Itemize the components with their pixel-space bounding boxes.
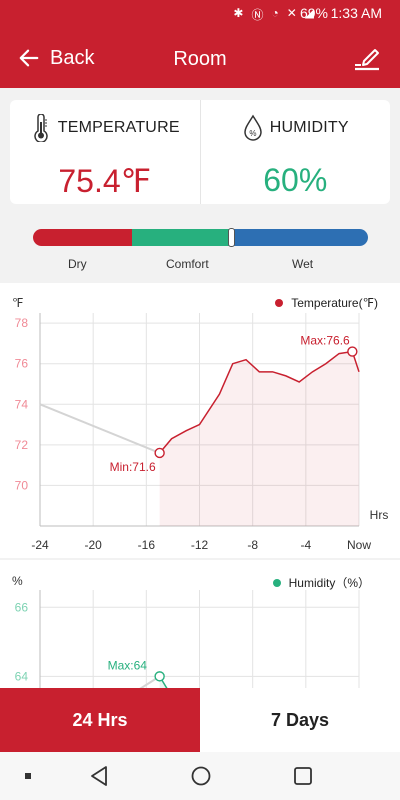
max-annotation: Max:76.6: [300, 334, 350, 348]
x-axis-title: Hrs: [370, 508, 389, 522]
max-annotation: Max:64: [108, 658, 148, 672]
humidity-label: HUMIDITY: [269, 119, 349, 136]
comfort-segment-dry: [33, 229, 132, 246]
system-nav-bar: [0, 752, 400, 800]
y-tick-label: 72: [15, 438, 29, 452]
temperature-label: TEMPERATURE: [57, 119, 180, 136]
y-tick-label: 64: [15, 669, 29, 683]
comfort-label-dry: Dry: [68, 257, 87, 271]
comfort-segment-wet: [233, 229, 368, 246]
arrow-left-icon: [19, 49, 39, 67]
status-icons: ✱ Ⓝ ◔ ✕ ◢: [233, 6, 314, 23]
comfort-scale-bar: [33, 229, 368, 246]
temperature-chart: 70 72 74 76 78 -24 -20 -16 -12 -8 -4 Now Hrs Min:71.6…: [15, 313, 389, 552]
signal-icon: ◢: [304, 6, 314, 20]
overview-square-icon[interactable]: [292, 764, 314, 788]
legend-dot: [275, 299, 284, 307]
battery-percent: 69%: [299, 5, 328, 21]
x-tick-label: Now: [347, 538, 371, 552]
temperature-reading: TEMPERATURE 75.4℉: [10, 100, 200, 204]
humidity-value: 60%: [263, 162, 328, 198]
page-title: Room: [173, 48, 227, 70]
readings-card: TEMPERATURE 75.4℉ % HUMIDITY 60%: [10, 100, 390, 204]
max-point-marker: [154, 671, 165, 682]
legend-label: Humidity（%）: [288, 576, 370, 590]
history-line: [39, 403, 161, 454]
status-bar: ✱ Ⓝ ◔ ✕ ◢ 69% 1:33 AM: [0, 0, 400, 28]
humidity-reading: % HUMIDITY 60%: [199, 100, 391, 204]
y-tick-label: 78: [15, 316, 29, 330]
wifi-icon: ◔: [271, 6, 279, 20]
legend-label: Temperature(℉): [291, 296, 378, 310]
thermometer-icon: [34, 114, 48, 142]
x-tick-label: -12: [191, 538, 209, 552]
x-tick-label: -24: [31, 538, 49, 552]
comfort-marker: [228, 228, 235, 247]
temperature-chart-panel: ℉ Temperature(℉) 70 72 74 76 78 -24 -20 -16 -12 -…: [0, 283, 400, 558]
edit-icon[interactable]: [352, 44, 382, 72]
y-tick-label: 74: [15, 397, 29, 411]
back-triangle-icon[interactable]: [88, 764, 110, 788]
y-tick-label: 70: [15, 478, 29, 492]
humidity-legend: Humidity（%）: [272, 574, 370, 591]
temperature-legend: Temperature(℉): [275, 296, 378, 310]
bluetooth-icon: ✱: [233, 6, 244, 20]
recent-dot-icon[interactable]: [24, 772, 32, 780]
app-bar: Back Room: [0, 28, 400, 88]
x-tick-label: -8: [247, 538, 258, 552]
home-circle-icon[interactable]: [190, 764, 212, 788]
min-point-marker: [154, 447, 165, 459]
y-tick-label: 66: [15, 600, 29, 614]
humidity-drop-icon: %: [244, 114, 262, 141]
comfort-segment-comfort: [132, 229, 233, 246]
svg-text:%: %: [249, 129, 256, 138]
tab-24-hrs[interactable]: 24 Hrs: [0, 688, 200, 752]
back-button[interactable]: Back: [18, 42, 94, 74]
humidity-unit-label: %: [12, 574, 23, 588]
comfort-label-wet: Wet: [292, 257, 314, 271]
comfort-label-comfort: Comfort: [166, 257, 209, 271]
nfc-icon: Ⓝ: [251, 8, 264, 22]
legend-dot: [272, 578, 281, 587]
clock: 1:33 AM: [330, 5, 382, 21]
range-tabs: 24 Hrs 7 Days: [0, 688, 400, 752]
series-line: [159, 350, 360, 454]
x-tick-label: -4: [300, 538, 311, 552]
x-tick-label: -16: [138, 538, 156, 552]
x-tick-label: -20: [84, 538, 102, 552]
y-tick-label: 76: [15, 357, 29, 371]
mute-icon: ✕: [286, 6, 297, 20]
temperature-unit-label: ℉: [12, 296, 24, 310]
back-label: Back: [50, 46, 95, 69]
min-annotation: Min:71.6: [110, 460, 156, 474]
max-point-marker: [347, 346, 358, 357]
tab-7-days[interactable]: 7 Days: [200, 688, 400, 752]
series-area: [159, 351, 359, 526]
temperature-value: 75.4℉: [58, 163, 152, 199]
